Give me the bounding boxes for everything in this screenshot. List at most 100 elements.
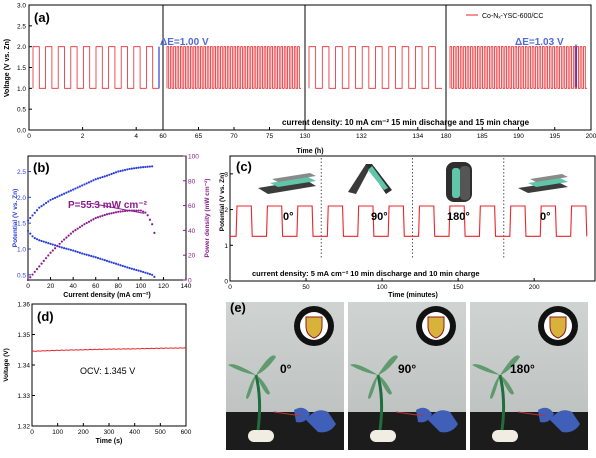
chart-a-xtick-label: 130: [300, 133, 311, 140]
discharge-point: [99, 257, 102, 260]
charge-point: [103, 175, 106, 178]
chart-a-xtick-label: 0: [27, 133, 31, 140]
chart-b-ytick-label: 1.5: [17, 221, 26, 228]
photo-angle-1: 0°: [280, 362, 292, 376]
charge-point: [60, 193, 63, 196]
charge-point: [65, 191, 68, 194]
glove-hand: [294, 407, 310, 423]
discharge-point: [26, 229, 30, 233]
power-point: [35, 267, 39, 271]
discharge-point: [49, 242, 52, 245]
power-point: [83, 223, 86, 226]
chart-a-ytick-label: 2.0: [17, 44, 26, 51]
panel-label-b: (b): [33, 160, 50, 175]
panel-label-c: (c): [236, 159, 252, 174]
fan-blade: [350, 364, 378, 375]
chart-b-ylabel2: Power density (mW cm⁻²): [204, 179, 211, 258]
power-point: [142, 210, 145, 213]
fan-base: [492, 430, 518, 442]
chart-b-y2tick-label: 40: [188, 228, 196, 235]
chart-a-note: current density: 10 mA cm⁻² 15 min disch…: [282, 118, 530, 127]
chart-b-ytick-label: 1.0: [17, 247, 26, 254]
discharge-point: [114, 262, 118, 265]
power-point: [63, 238, 66, 241]
chart-d-ylabel: Voltage (V): [3, 348, 10, 381]
delta-e-1: ΔE=1.00 V: [160, 37, 209, 48]
fan-blade: [256, 375, 270, 395]
discharge-point: [58, 245, 61, 248]
charge-point: [94, 178, 97, 181]
power-point: [90, 219, 93, 222]
discharge-point: [72, 249, 75, 252]
battery-wire: [395, 411, 425, 417]
charge-point: [142, 166, 145, 169]
chart-a-ytick-label: 0.0: [17, 128, 26, 135]
fan-blade: [378, 375, 392, 395]
charge-point: [151, 165, 154, 168]
power-point: [81, 224, 84, 227]
power-point: [29, 276, 32, 279]
chart-a-xtick-label: 132: [356, 133, 367, 140]
discharge-point: [60, 246, 63, 249]
power-point: [72, 230, 75, 233]
charge-point: [92, 179, 95, 182]
charge-point: [29, 216, 32, 220]
discharge-point: [105, 259, 109, 262]
chart-a-ytick-label: 2.5: [17, 23, 26, 30]
charge-point: [117, 170, 120, 173]
power-point: [42, 259, 45, 263]
discharge-point: [144, 271, 147, 274]
crest-icon: [305, 316, 323, 339]
power-point: [119, 210, 122, 213]
chart-a-series-line: [166, 46, 301, 89]
discharge-point: [74, 250, 77, 253]
power-point: [105, 213, 109, 216]
device-bent-180-icon: [446, 162, 472, 202]
discharge-point: [51, 243, 54, 246]
power-point: [112, 211, 115, 214]
power-point: [99, 215, 102, 218]
angle-label-1: 0°: [283, 211, 294, 223]
power-point: [92, 218, 95, 221]
chart-d-xtick-label: 100: [52, 429, 63, 436]
chart-d-xtick-label: 200: [78, 429, 89, 436]
charge-point: [99, 176, 102, 179]
chart-c-xtick-label: 200: [529, 284, 540, 291]
charge-point: [128, 167, 131, 171]
device-flat-return-icon: [518, 174, 568, 193]
charge-point: [119, 169, 122, 173]
chart-c-ytick-label: 1: [224, 243, 228, 250]
peak-arrow: [89, 202, 145, 214]
legend-a-label: Co-Nₓ-YSC-600/CC: [482, 13, 543, 20]
delta-e-2: ΔE=1.03 V: [515, 37, 564, 48]
chart-a-xlabel: Time (h): [296, 148, 323, 155]
charge-point: [53, 196, 57, 199]
fan-stem: [498, 374, 506, 431]
chart-c-ytick-label: 2: [224, 207, 228, 214]
charge-point: [44, 201, 48, 205]
chart-d-ytick-label: 1.33: [17, 393, 30, 400]
crest-icon: [549, 316, 567, 339]
power-point: [67, 234, 70, 237]
charge-point: [81, 184, 84, 187]
power-point: [121, 210, 124, 213]
discharge-point: [29, 232, 32, 235]
power-point: [101, 214, 104, 217]
power-point: [76, 227, 79, 230]
power-point: [38, 265, 41, 268]
chart-b-xtick-label: 100: [135, 283, 146, 290]
glove-hand: [416, 407, 432, 423]
charge-point: [83, 183, 86, 186]
chart-b-xtick-label: 120: [158, 283, 169, 290]
angle-label-4: 0°: [540, 211, 551, 223]
discharge-point: [121, 264, 124, 268]
charge-point: [96, 177, 100, 180]
discharge-point: [132, 268, 136, 271]
device-bent-90-icon: [348, 164, 392, 194]
power-point: [60, 240, 63, 243]
fan-blade: [500, 355, 520, 375]
charge-point: [144, 165, 147, 169]
fan-stem: [254, 374, 262, 431]
discharge-point: [69, 248, 72, 252]
charge-point: [85, 182, 88, 185]
